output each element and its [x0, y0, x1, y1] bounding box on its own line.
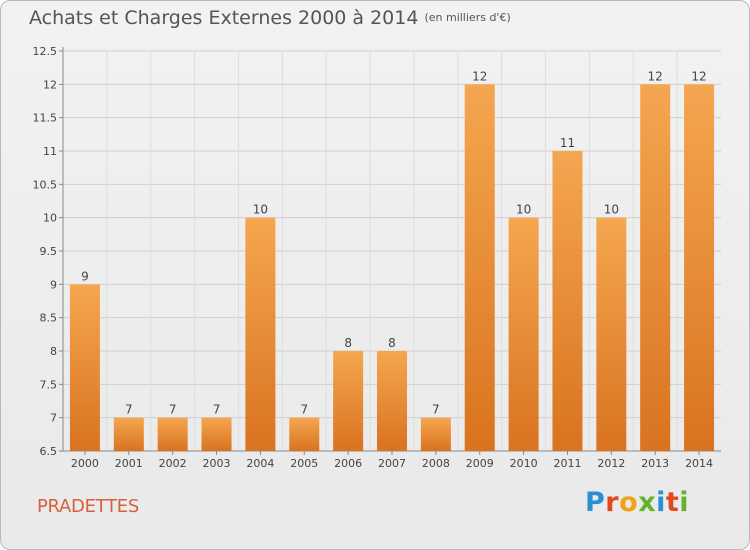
bar-2003: [201, 417, 232, 451]
y-tick-label: 12: [43, 78, 57, 91]
data-labels: 9 7 7 7 10 7 8 8 7 12 10 11 10 12 12: [81, 69, 707, 416]
x-tick-labels: 2000 2001 2002 2003 2004 2005 2006 2007 2008 2009…: [71, 457, 713, 470]
y-tick-label: 7: [50, 412, 57, 425]
y-tick-label: 12.5: [33, 45, 58, 58]
data-label: 9: [81, 269, 89, 283]
data-label: 7: [125, 403, 133, 417]
logo-letter: r: [605, 487, 620, 518]
data-label: 10: [253, 203, 268, 217]
data-label: 10: [604, 203, 619, 217]
chart-subtitle: (en milliers d'€): [424, 11, 511, 24]
logo-letter: P: [585, 487, 606, 518]
x-tick-label: 2001: [115, 457, 143, 470]
bar-2006: [333, 351, 364, 451]
y-tick-label: 9: [50, 278, 57, 291]
x-tick-label: 2006: [334, 457, 362, 470]
y-tick-label: 8: [50, 345, 57, 358]
y-tick-label: 11: [43, 145, 57, 158]
x-tick-label: 2000: [71, 457, 99, 470]
x-tick-label: 2008: [422, 457, 450, 470]
data-label: 7: [213, 403, 221, 417]
x-tick-label: 2005: [290, 457, 318, 470]
bars: [69, 84, 715, 451]
logo-letter: x: [638, 487, 657, 518]
bar-2004: [245, 217, 276, 451]
bar-2002: [157, 417, 188, 451]
y-tick-label: 11.5: [33, 112, 58, 125]
chart-title: Achats et Charges Externes 2000 à 2014 (e…: [29, 7, 511, 29]
bar-2007: [377, 351, 407, 451]
y-tick-label: 10: [43, 212, 57, 225]
proxiti-logo[interactable]: Proxiti: [585, 487, 689, 518]
y-tick-label: 8.5: [40, 312, 58, 325]
logo-letter: t: [665, 487, 680, 518]
bar-2010: [508, 217, 539, 451]
x-tick-label: 2013: [641, 457, 669, 470]
data-label: 12: [648, 69, 663, 83]
bar-2001: [113, 417, 144, 451]
bar-2012: [596, 217, 627, 451]
x-tick-label: 2003: [203, 457, 231, 470]
data-label: 8: [388, 336, 396, 350]
bar-2005: [289, 417, 320, 451]
data-label: 8: [344, 336, 352, 350]
y-tick-labels: 6.5 7 7.5 8 8.5 9 9.5 10 10.5 11 11.5 12 12.5: [33, 45, 58, 458]
x-tick-label: 2011: [553, 457, 581, 470]
x-tick-label: 2002: [159, 457, 187, 470]
y-tick-label: 10.5: [33, 178, 58, 191]
bar-2008: [420, 417, 451, 451]
x-tick-label: 2012: [597, 457, 625, 470]
logo-letter: i: [679, 487, 690, 518]
x-tick-label: 2014: [685, 457, 713, 470]
title-text: Achats et Charges Externes 2000 à 2014: [29, 7, 419, 29]
logo-letter: i: [656, 487, 666, 518]
x-tick-label: 2007: [378, 457, 406, 470]
data-label: 10: [516, 203, 531, 217]
data-label: 12: [691, 69, 706, 83]
x-tick-label: 2009: [466, 457, 494, 470]
y-tick-label: 6.5: [40, 445, 58, 458]
bar-2009: [464, 84, 495, 451]
x-tick-label: 2004: [246, 457, 274, 470]
data-label: 7: [300, 403, 308, 417]
bar-2013: [640, 84, 671, 451]
y-tick-label: 7.5: [40, 378, 58, 391]
data-label: 7: [169, 403, 177, 417]
data-label: 11: [560, 136, 575, 150]
x-tick-label: 2010: [510, 457, 538, 470]
bar-2014: [684, 84, 715, 451]
city-name: PRADETTES: [37, 496, 139, 517]
bar-2000: [69, 284, 100, 451]
data-label: 7: [432, 403, 440, 417]
bar-2011: [552, 151, 583, 451]
logo-letter: o: [619, 487, 639, 518]
data-label: 12: [472, 69, 487, 83]
y-tick-label: 9.5: [40, 245, 58, 258]
